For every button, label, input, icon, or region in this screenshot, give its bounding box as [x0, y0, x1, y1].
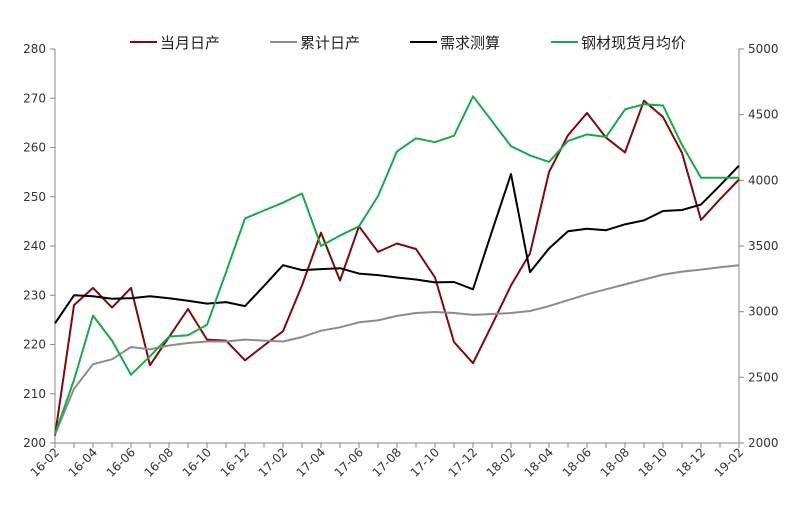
x-tick-label: 17-06: [332, 445, 367, 480]
x-tick-label: 17-02: [256, 445, 291, 480]
left-tick-label: 270: [23, 91, 46, 105]
left-tick-label: 230: [23, 288, 46, 302]
x-tick-label: 18-04: [522, 445, 557, 480]
x-tick-label: 16-02: [28, 445, 63, 480]
legend-label-2: 需求测算: [440, 34, 500, 52]
legend-item-3: 钢材现货月均价: [551, 34, 686, 52]
legend-item-1: 累计日产: [270, 34, 360, 52]
left-tick-label: 200: [23, 436, 46, 450]
legend-label-1: 累计日产: [300, 34, 360, 52]
x-tick-label: 18-12: [674, 445, 709, 480]
x-tick-label: 18-08: [598, 445, 633, 480]
x-tick-label: 16-10: [180, 445, 215, 480]
left-tick-label: 250: [23, 190, 46, 204]
x-tick-label: 17-04: [294, 445, 329, 480]
legend-item-2: 需求测算: [410, 34, 500, 52]
left-tick-label: 280: [23, 42, 46, 56]
left-tick-label: 220: [23, 338, 46, 352]
right-tick-label: 4000: [748, 173, 779, 187]
axes: 200 210 220 230 240 250 260 270 280 2000 2500 3000 3…: [23, 42, 778, 480]
right-tick-label: 2500: [748, 370, 779, 384]
legend-label-0: 当月日产: [160, 34, 220, 52]
x-tick-label: 16-04: [66, 445, 101, 480]
x-tick-label: 16-12: [218, 445, 253, 480]
x-tick-label: 17-12: [446, 445, 481, 480]
series-line-2: [54, 165, 740, 324]
x-tick-label: 18-02: [484, 445, 519, 480]
x-tick-label: 18-06: [560, 445, 595, 480]
x-tick-label: 16-06: [104, 445, 139, 480]
x-tick-label: 17-08: [370, 445, 405, 480]
legend-label-3: 钢材现货月均价: [581, 34, 686, 52]
x-tick-label: 18-10: [636, 445, 671, 480]
right-tick-label: 4500: [748, 108, 779, 122]
left-tick-label: 210: [23, 387, 46, 401]
x-tick-label: 19-02: [712, 445, 747, 480]
right-tick-label: 3000: [748, 305, 779, 319]
right-tick-label: 2000: [748, 436, 779, 450]
legend: 当月日产 累计日产 需求测算 钢材现货月均价: [130, 34, 686, 52]
series-line-1: [54, 264, 740, 435]
left-tick-label: 240: [23, 239, 46, 253]
left-tick-label: 260: [23, 141, 46, 155]
series-line-3: [54, 95, 739, 435]
series-layer: [54, 95, 740, 436]
legend-item-0: 当月日产: [130, 34, 220, 52]
x-tick-label: 17-10: [408, 445, 443, 480]
right-tick-label: 5000: [748, 42, 779, 56]
right-tick-label: 3500: [748, 239, 779, 253]
x-tick-label: 16-08: [142, 445, 177, 480]
